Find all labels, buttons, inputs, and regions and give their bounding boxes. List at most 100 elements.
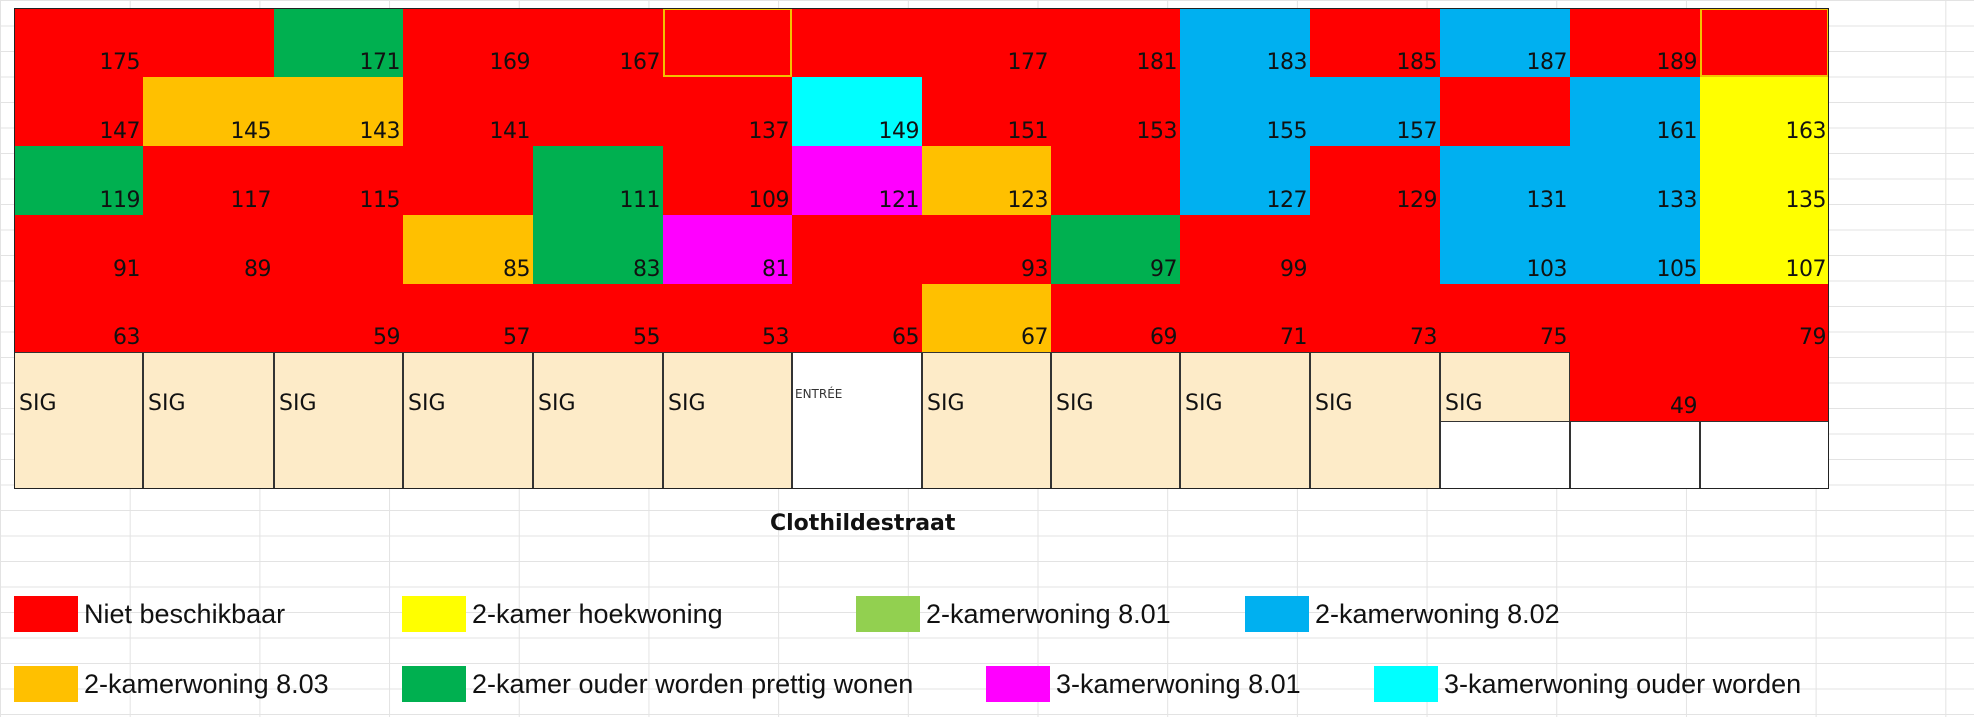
unit-119: 119 (14, 146, 143, 215)
unit-121: 121 (792, 146, 922, 215)
unit-number: 119 (99, 188, 141, 213)
sig-label: SIG (1056, 391, 1094, 416)
sig-label: SIG (408, 391, 446, 416)
legend-swatch (14, 596, 78, 632)
unit-79: 79 (1700, 284, 1829, 352)
unit-number: 127 (1266, 188, 1308, 213)
unit-number: 149 (878, 119, 920, 144)
sig-cell: SIG (14, 352, 143, 489)
unit-117: 117 (143, 146, 274, 215)
unit-97: 97 (1051, 215, 1180, 284)
unit-number: 151 (1007, 119, 1049, 144)
unit-133: 133 (1570, 146, 1700, 215)
unit-151: 151 (922, 77, 1051, 146)
unit-111: 111 (533, 146, 663, 215)
unit-number: 107 (1785, 257, 1827, 282)
unit-number: 171 (359, 50, 401, 75)
unit-cell (533, 77, 663, 146)
unit-189: 189 (1570, 8, 1700, 77)
unit-number: 135 (1785, 188, 1827, 213)
unit-number: 91 (113, 257, 141, 282)
empty-cell (1440, 421, 1570, 489)
unit-91: 91 (14, 215, 143, 284)
unit-185: 185 (1310, 8, 1440, 77)
sig-label: SIG (668, 391, 706, 416)
unit-number: 117 (230, 188, 272, 213)
unit-number: 181 (1136, 50, 1178, 75)
empty-cell (1700, 421, 1829, 489)
unit-number: 143 (359, 119, 401, 144)
unit-93: 93 (792, 215, 1051, 284)
unit-167: 167 (533, 8, 663, 77)
unit-number: 89 (244, 257, 272, 282)
sig-cell: SIG (143, 352, 274, 489)
unit-85: 85 (403, 215, 533, 284)
unit-109: 109 (663, 146, 792, 215)
legend-label: 2-kamer hoekwoning (472, 599, 723, 629)
unit-number: 133 (1656, 188, 1698, 213)
unit-number: 59 (373, 325, 401, 350)
unit-129: 129 (1310, 146, 1440, 215)
unit-169: 169 (403, 8, 533, 77)
unit-number: 153 (1136, 119, 1178, 144)
unit-177: 177 (792, 8, 1051, 77)
unit-number: 183 (1266, 50, 1308, 75)
unit-number: 111 (619, 188, 661, 213)
legend-label: Niet beschikbaar (84, 599, 286, 629)
unit-163: 163 (1700, 77, 1829, 146)
sig-cell: SIG (403, 352, 533, 489)
unit-cell (143, 284, 274, 352)
unit-number: 63 (113, 325, 141, 350)
unit-63: 63 (14, 284, 143, 352)
unit-number: 73 (1410, 325, 1438, 350)
unit-cell (1570, 284, 1700, 352)
unit-cell (1700, 352, 1829, 421)
sig-label: SIG (279, 391, 317, 416)
unit-number: 157 (1396, 119, 1438, 144)
unit-145: 145 (143, 77, 274, 146)
unit-number: 185 (1396, 50, 1438, 75)
unit-number: 65 (892, 325, 920, 350)
entrance-cell: ENTRÉE (792, 352, 922, 489)
sig-label: SIG (538, 391, 576, 416)
unit-161: 161 (1570, 77, 1700, 146)
legend-label: 3-kamerwoning ouder worden (1444, 669, 1802, 699)
unit-number: 99 (1280, 257, 1308, 282)
unit-number: 155 (1266, 119, 1308, 144)
unit-number: 147 (99, 119, 141, 144)
sig-label: SIG (1185, 391, 1223, 416)
legend-label: 2-kamerwoning 8.02 (1315, 599, 1560, 629)
unit-cell (1440, 77, 1570, 146)
unit-number: 141 (489, 119, 531, 144)
unit-number: 57 (503, 325, 531, 350)
unit-171: 171 (274, 8, 403, 77)
sig-label: SIG (1445, 391, 1483, 416)
unit-89: 89 (143, 215, 274, 284)
unit-number: 145 (230, 119, 272, 144)
unit-cell (403, 146, 533, 215)
unit-number: 79 (1799, 325, 1827, 350)
unit-137: 137 (663, 77, 792, 146)
unit-number: 131 (1526, 188, 1568, 213)
unit-number: 103 (1526, 257, 1568, 282)
unit-number: 97 (1150, 257, 1178, 282)
unit-cell (1310, 215, 1440, 284)
unit-81: 81 (663, 215, 792, 284)
unit-115: 115 (274, 146, 403, 215)
unit-number: 189 (1656, 50, 1698, 75)
sig-cell: SIG (274, 352, 403, 489)
unit-143: 143 (274, 77, 403, 146)
unit-number: 67 (1021, 325, 1049, 350)
unit-number: 109 (748, 188, 790, 213)
unit-number: 81 (762, 257, 790, 282)
unit-number: 83 (633, 257, 661, 282)
legend-swatch (402, 596, 466, 632)
unit-cell (1051, 146, 1180, 215)
unit-cell (143, 8, 274, 77)
unit-cell (1700, 8, 1829, 77)
sig-label: SIG (927, 391, 965, 416)
legend-swatch (986, 666, 1050, 702)
sig-cell: SIG (922, 352, 1051, 489)
legend-swatch (14, 666, 78, 702)
unit-141: 141 (403, 77, 533, 146)
